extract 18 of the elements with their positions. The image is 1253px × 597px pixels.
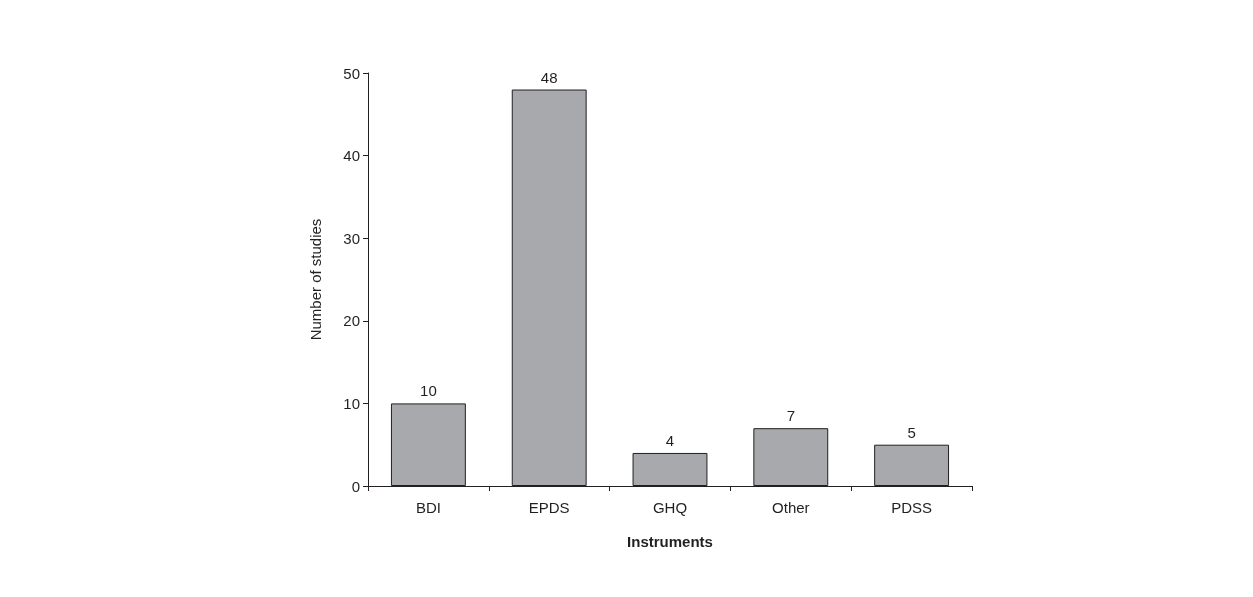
data-label: 4 — [665, 431, 675, 449]
y-tick-label: 30 — [343, 229, 360, 247]
data-label: 10 — [420, 382, 437, 400]
x-tick-label: EPDS — [528, 499, 570, 516]
y-tick-label: 10 — [343, 394, 360, 412]
x-tick-label: GHQ — [652, 499, 688, 516]
data-label: 48 — [540, 68, 558, 86]
data-label: 7 — [786, 407, 795, 425]
x-axis-title: Instruments — [627, 533, 713, 550]
y-tick-label: 50 — [343, 64, 360, 82]
y-tick-label: 20 — [343, 312, 360, 330]
x-tick-label: BDI — [415, 499, 441, 516]
y-tick-label: 0 — [351, 477, 360, 495]
data-label: 5 — [907, 423, 916, 441]
y-axis-title: Number of studies — [307, 218, 324, 341]
y-tick-label: 40 — [343, 147, 360, 165]
x-tick-label: PDSS — [891, 499, 933, 516]
x-tick-label: Other — [772, 499, 810, 516]
